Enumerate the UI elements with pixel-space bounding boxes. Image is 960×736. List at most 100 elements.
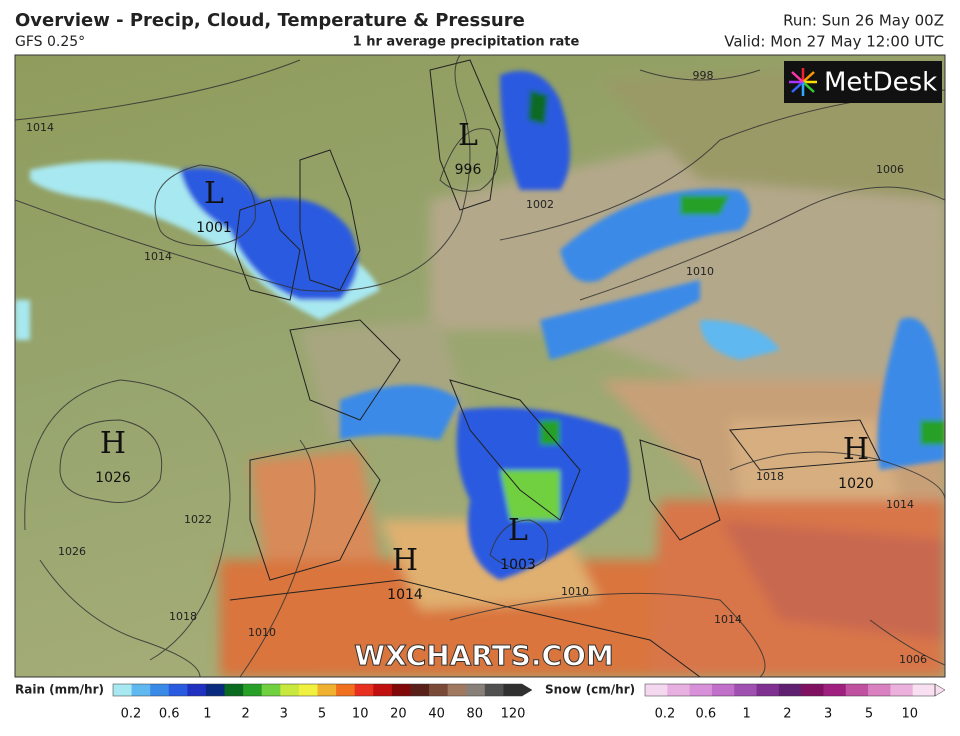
snow-color-swatch — [711, 684, 735, 696]
snow-color-swatch — [868, 684, 891, 696]
rain-color-swatch — [429, 684, 449, 696]
map: 1014 998 1006 1002 1014 1010 1018 1022 1026 1014 1… — [15, 55, 945, 677]
rain-color-swatch — [466, 684, 486, 696]
center-letter: L — [508, 513, 528, 548]
rain-color-swatch — [484, 684, 504, 696]
center-pressure: 1003 — [500, 557, 536, 573]
rain-tick-label: 3 — [280, 707, 288, 722]
rain-legend-label: Rain (mm/hr) — [15, 683, 104, 697]
snow-color-swatch — [801, 684, 824, 696]
isobar-label: 1018 — [169, 610, 197, 623]
rain-tick-label: 120 — [501, 707, 526, 722]
rain-tick-label: 5 — [318, 707, 326, 722]
snow-tick-label: 2 — [783, 707, 791, 722]
brand-icon — [789, 68, 817, 96]
rain-bar-frame — [112, 683, 523, 697]
rain-color-swatch — [150, 684, 170, 696]
model: GFS 0.25° — [15, 34, 85, 50]
rain-tick-label: 40 — [428, 707, 445, 722]
valid-time: Valid: Mon 27 May 12:00 UTC — [724, 33, 944, 51]
brand-name: MetDesk — [824, 68, 937, 98]
title: Overview - Precip, Cloud, Temperature & … — [15, 10, 525, 31]
snow-color-swatch — [823, 684, 847, 696]
isobar-label: 1014 — [26, 121, 54, 134]
rain-tick-label: 80 — [467, 707, 484, 722]
rain-color-swatch — [261, 684, 281, 696]
snow-legend-label: Snow (cm/hr) — [545, 683, 635, 697]
isobar-label: 1022 — [184, 513, 212, 526]
snow-color-swatch — [778, 684, 802, 696]
rain-color-swatch — [168, 684, 188, 696]
center-letter: H — [392, 543, 418, 578]
rain-tick-label: 1 — [203, 707, 211, 722]
isobar-label: 1014 — [886, 498, 914, 511]
rain-color-swatch — [410, 684, 430, 696]
isobar-label: 1018 — [756, 470, 784, 483]
center-letter: L — [458, 118, 478, 153]
brand-logo: MetDesk — [784, 61, 942, 103]
isobar-label: 1010 — [561, 585, 589, 598]
rain-color-swatch — [447, 684, 467, 696]
snow-color-swatch — [645, 684, 668, 696]
map-frame — [14, 54, 946, 678]
rain-color-swatch — [317, 684, 337, 696]
center-letter: L — [204, 176, 224, 211]
center-pressure: 1020 — [838, 476, 874, 492]
center-pressure: 1001 — [196, 220, 232, 236]
rain-tick-label: 2 — [241, 707, 249, 722]
isobar-labels: 1014 998 1006 1002 1014 1010 1018 1022 1026 1014 1… — [26, 69, 927, 666]
snow-tick-label: 1 — [742, 707, 750, 722]
rain-color-swatch — [298, 684, 318, 696]
snow-tick-label: 0.6 — [695, 707, 716, 722]
snow-color-swatch — [734, 684, 758, 696]
rain-color-swatch — [131, 684, 151, 696]
run-time: Run: Sun 26 May 00Z — [783, 12, 944, 30]
isobar-label: 1014 — [144, 250, 172, 263]
rain-color-swatch — [373, 684, 393, 696]
center-letter: H — [843, 432, 869, 467]
snow-tick-label: 0.2 — [655, 707, 676, 722]
snow-color-swatch — [845, 684, 869, 696]
snow-color-swatch — [689, 684, 713, 696]
rain-tick-label: 10 — [352, 707, 369, 722]
rain-color-swatch — [336, 684, 356, 696]
rain-color-swatch — [503, 684, 523, 696]
center-pressure: 1026 — [95, 470, 131, 486]
rain-color-swatch — [113, 684, 133, 696]
subtitle: 1 hr average precipitation rate — [353, 35, 580, 50]
precipitation-field — [15, 70, 945, 580]
snow-bar-end — [934, 683, 946, 697]
center-pressure: 996 — [455, 162, 482, 178]
isobars — [15, 55, 945, 677]
snow-tick-label: 3 — [824, 707, 832, 722]
isobar-label: 998 — [693, 69, 714, 82]
rain-color-swatch — [243, 684, 263, 696]
snow-tick-label: 10 — [902, 707, 919, 722]
rain-color-swatch — [205, 684, 226, 696]
isobar-label: 1010 — [248, 626, 276, 639]
rain-tick-label: 0.6 — [159, 707, 180, 722]
center-letter: H — [100, 426, 126, 461]
snow-color-swatch — [890, 684, 914, 696]
isobar-label: 1006 — [876, 163, 904, 176]
snow-tick-label: 5 — [865, 707, 873, 722]
isobar-label: 1014 — [714, 613, 742, 626]
rain-color-swatch — [280, 684, 300, 696]
coastlines — [229, 59, 881, 677]
rain-color-swatch — [187, 684, 207, 696]
isobar-label: 1010 — [686, 265, 714, 278]
pressure-centers: L 1001 L 996 H 1026 H 1014 L 1003 H 1020 — [95, 118, 874, 603]
isobar-label: 1002 — [526, 198, 554, 211]
rain-tick-label: 0.2 — [121, 707, 142, 722]
rain-tick-label: 20 — [390, 707, 407, 722]
snow-color-swatch — [912, 684, 936, 696]
isobar-label: 1006 — [899, 653, 927, 666]
snow-color-swatch — [756, 684, 780, 696]
rain-color-swatch — [391, 684, 411, 696]
rain-color-swatch — [354, 684, 374, 696]
legend: Rain (mm/hr) Snow (cm/hr) 0.2 0.6 1 2 3 5 10 20… — [15, 683, 946, 722]
rain-color-swatch — [224, 684, 244, 696]
snow-color-swatch — [667, 684, 691, 696]
isobar-label: 1026 — [58, 545, 86, 558]
